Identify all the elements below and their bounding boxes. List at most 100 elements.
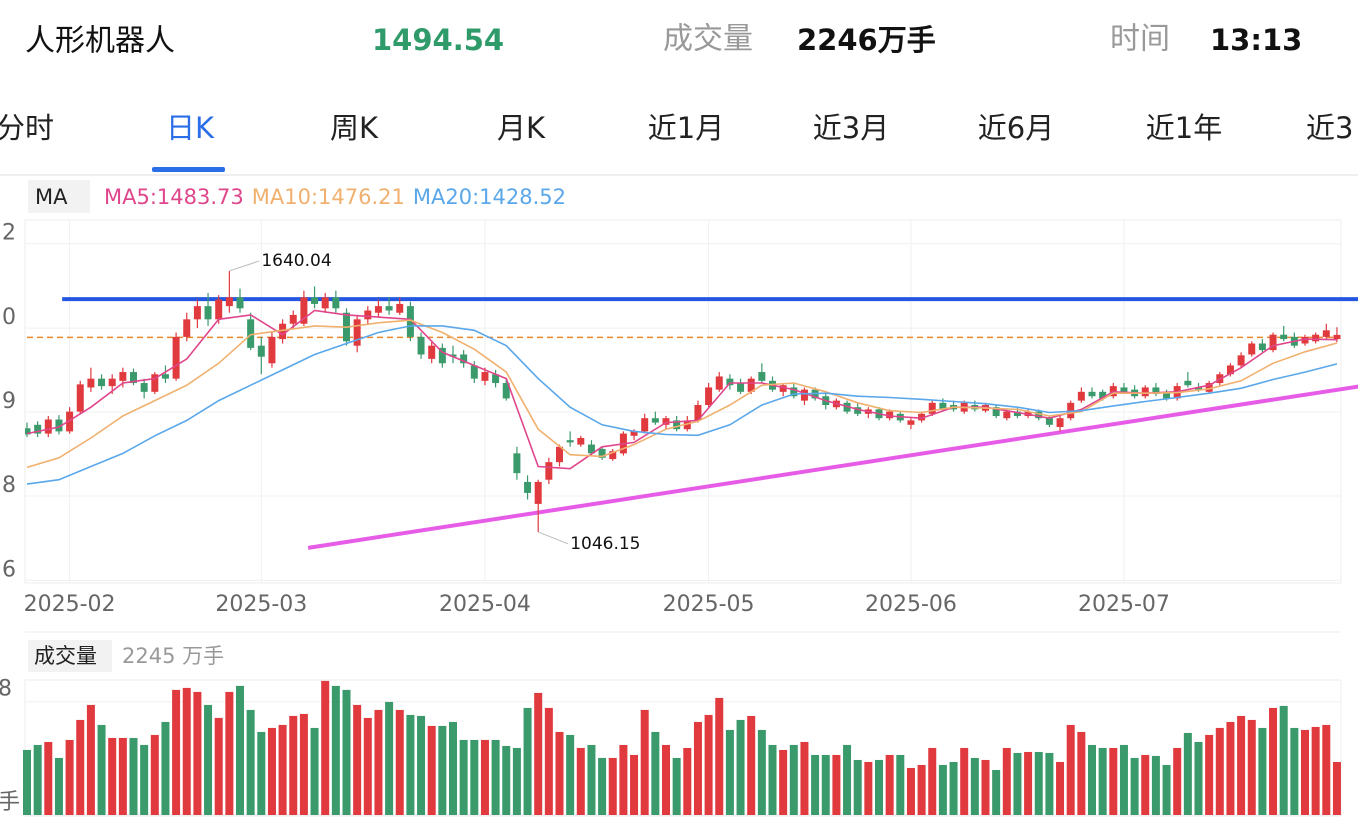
volume-bar (693, 721, 702, 815)
volume-bar (1247, 719, 1256, 815)
candle-body (737, 383, 745, 392)
candle-body (1280, 334, 1288, 340)
candle-body (1045, 418, 1053, 425)
volume-bar (779, 749, 788, 815)
volume-bar (278, 724, 287, 815)
volume-bar (544, 707, 553, 815)
candle-body (225, 297, 233, 307)
volume-bar (896, 754, 905, 815)
volume-bar (864, 761, 873, 815)
candle-body (545, 462, 553, 480)
volume-bar (395, 709, 404, 815)
volume-bar (917, 764, 926, 815)
volume-subtitle: 2245 万手 (122, 644, 224, 668)
volume-bar (1151, 755, 1160, 815)
candle-body (524, 481, 532, 493)
legend-box (28, 180, 90, 213)
volume-bar (1077, 731, 1086, 815)
ma-line (26, 325, 1338, 485)
tab[interactable]: 周K (330, 111, 379, 145)
volume-bar (1162, 764, 1171, 815)
candle-body (66, 411, 74, 432)
volume-bar (310, 727, 319, 815)
candle-body (1099, 391, 1107, 399)
candle-body (406, 306, 414, 337)
volume-bar (76, 719, 85, 815)
volume-bar (257, 731, 266, 815)
volume-bar (832, 754, 841, 815)
tab-underline (152, 167, 225, 172)
tab[interactable]: 日K (166, 111, 215, 145)
volume-bar (193, 691, 202, 815)
candle-body (417, 336, 425, 355)
volume-bar (598, 757, 607, 815)
volume-bar (960, 747, 969, 815)
candle-body (630, 431, 638, 436)
candle-body (311, 297, 319, 304)
candle-body (161, 374, 169, 379)
volume-bar (321, 680, 330, 815)
volume-bar (875, 759, 883, 815)
candle-body (992, 407, 1000, 417)
candle-body (502, 383, 510, 399)
volume-bar (992, 769, 1001, 815)
volume-bar (1045, 752, 1054, 815)
candle-body (1152, 387, 1160, 395)
volume-bar (246, 709, 255, 815)
candle-body (726, 378, 734, 386)
volume-bar (1034, 751, 1043, 815)
tab[interactable]: 月K (497, 111, 546, 145)
candle-body (374, 306, 382, 313)
candle-body (609, 451, 617, 460)
candle-body (98, 378, 106, 387)
volume-bar (140, 744, 149, 815)
candle-body (641, 418, 649, 432)
annotation: 1640.04 (261, 251, 331, 271)
candle-body (34, 424, 42, 434)
volume-bar (214, 717, 223, 815)
volume-bar (33, 744, 42, 815)
candle-body (364, 310, 372, 320)
candle-body (332, 297, 340, 309)
tab[interactable]: 近1年 (1146, 111, 1222, 145)
volume-bar (342, 689, 351, 815)
legend-entry: MA5:1483.73 (104, 185, 244, 209)
volume-bar (363, 717, 372, 815)
plot (25, 270, 1358, 550)
volume-bar (1109, 747, 1118, 815)
candle-body (705, 387, 713, 406)
x-tick-label: 2025-05 (663, 592, 755, 617)
volume-bar (299, 713, 308, 815)
tab[interactable]: 近6月 (978, 111, 1054, 145)
volume-bar (459, 739, 468, 815)
volume-bar (704, 714, 713, 815)
candle-body (673, 420, 681, 430)
candle-body (1077, 391, 1085, 401)
candle-body (1056, 418, 1064, 427)
volume-bar (1056, 761, 1065, 815)
volume-bar (715, 697, 724, 815)
volume-bar (289, 715, 298, 815)
tab[interactable]: 近3 (1306, 111, 1353, 145)
candle-body (247, 319, 255, 348)
volume-bar (1237, 715, 1246, 815)
tab[interactable]: 近3月 (813, 111, 889, 145)
price-panel (24, 219, 1342, 584)
tab[interactable]: 近1月 (648, 111, 724, 145)
candle-body (279, 323, 287, 340)
candle-body (108, 378, 116, 387)
volume-bar (1141, 754, 1150, 815)
tab[interactable]: 分时 (0, 111, 54, 145)
volume-bar (449, 721, 457, 815)
volume-bar (54, 757, 63, 815)
volume-bar (970, 757, 979, 815)
x-tick-label: 2025-02 (24, 592, 116, 617)
volume-bar (928, 747, 937, 815)
legend-title: MA (35, 185, 68, 209)
volume-bar (204, 704, 213, 815)
volume-title: 成交量 (34, 644, 97, 668)
volume-bar (1311, 726, 1320, 815)
volume-bar (44, 741, 53, 815)
volume-bar (1322, 724, 1331, 815)
candle-body (492, 374, 500, 384)
